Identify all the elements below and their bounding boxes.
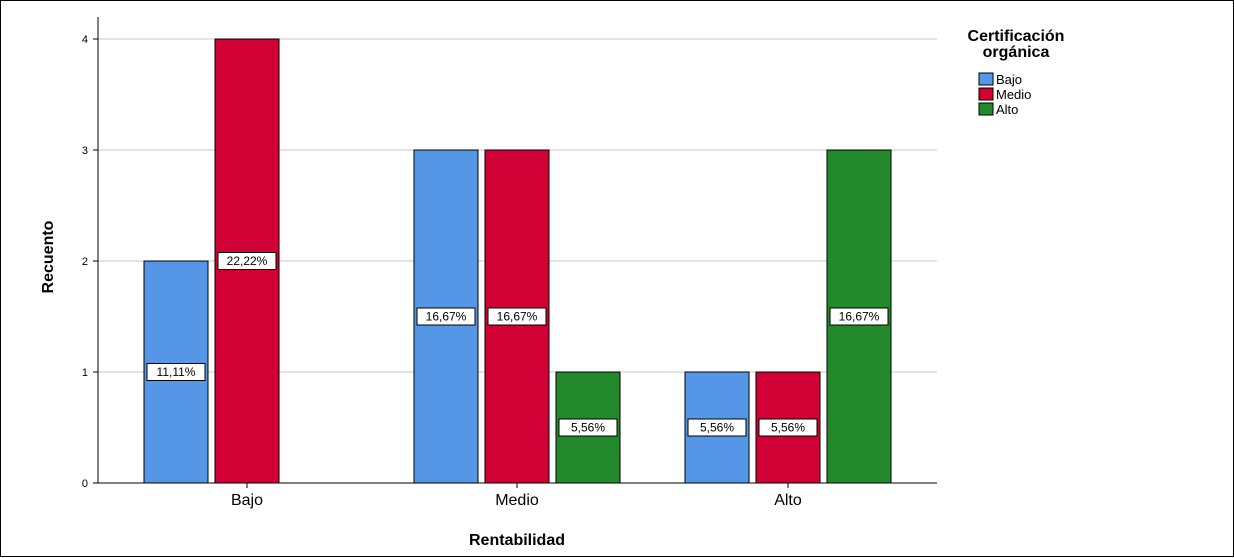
legend-label-medio: Medio — [996, 87, 1031, 102]
data-label: 22,22% — [227, 254, 268, 268]
data-label-box — [687, 418, 747, 437]
data-label: 5,56% — [571, 421, 605, 435]
axes: 0 1 2 3 4 Bajo Medio Alto — [82, 17, 937, 509]
legend-label-alto: Alto — [996, 102, 1018, 117]
data-labels: 11,11% 22,22% 16,67% 16,67% 5,56% 5,56% 5,56% 1… — [146, 252, 889, 437]
y-tick-label: 4 — [82, 34, 88, 46]
y-tick-label: 1 — [82, 367, 88, 379]
data-label-box — [758, 418, 818, 437]
data-label-box — [217, 252, 277, 270]
legend-swatch-bajo — [978, 72, 994, 86]
data-label: 5,56% — [700, 421, 734, 435]
x-tick-label: Alto — [774, 492, 802, 509]
data-label: 5,56% — [771, 421, 805, 435]
data-label-box — [416, 307, 476, 326]
y-tick-label: 2 — [82, 256, 88, 268]
x-tick-label: Bajo — [231, 492, 263, 509]
legend-swatch-medio — [978, 87, 994, 101]
data-label-box — [829, 307, 889, 326]
y-tick-label: 3 — [82, 145, 88, 157]
data-label: 16,67% — [426, 310, 467, 324]
data-label: 16,67% — [497, 310, 538, 324]
legend-title-line-1: Certificación — [968, 28, 1065, 45]
data-label: 16,67% — [839, 310, 880, 324]
y-tick-label: 0 — [82, 478, 88, 490]
legend-swatch-alto — [978, 102, 994, 116]
legend-title-line-2: orgánica — [983, 44, 1050, 61]
data-label: 11,11% — [157, 365, 196, 379]
data-label-box — [146, 363, 206, 381]
data-label-box — [487, 307, 547, 326]
y-axis-title: Recuento — [40, 220, 57, 293]
data-label-box — [558, 418, 618, 437]
legend-label-bajo: Bajo — [996, 72, 1022, 87]
x-axis-title: Rentabilidad — [469, 532, 565, 549]
x-tick-label: Medio — [495, 492, 539, 509]
